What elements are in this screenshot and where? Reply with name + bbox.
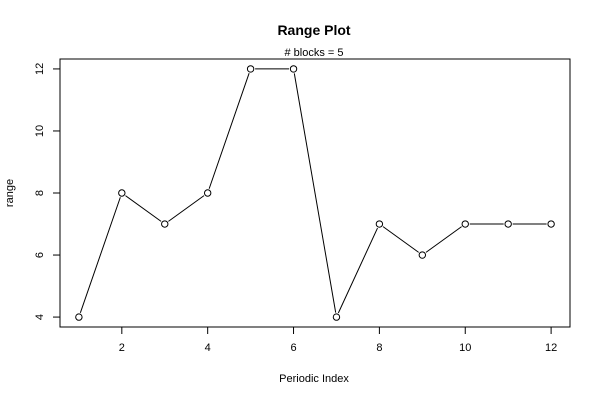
data-point xyxy=(547,220,555,228)
y-tick-label: 6 xyxy=(34,252,46,258)
x-tick-label: 10 xyxy=(459,342,471,354)
chart-title: Range Plot xyxy=(277,22,350,38)
y-axis-label: range xyxy=(4,179,16,207)
chart-subtitle: # blocks = 5 xyxy=(284,47,343,59)
y-tick-label: 12 xyxy=(34,63,46,75)
data-point xyxy=(161,220,169,228)
x-axis: 2 4 6 8 10 12 xyxy=(119,327,557,354)
data-point xyxy=(118,189,126,197)
data-point xyxy=(75,313,83,321)
data-point xyxy=(418,251,427,259)
data-point xyxy=(332,313,341,321)
series-line xyxy=(79,68,547,314)
x-tick-label: 2 xyxy=(119,342,125,354)
x-axis-label: Periodic Index xyxy=(279,373,349,385)
y-tick-label: 10 xyxy=(34,125,46,137)
y-tick-label: 8 xyxy=(34,190,46,196)
data-point xyxy=(375,220,384,228)
x-tick-label: 4 xyxy=(205,342,211,354)
data-point xyxy=(289,65,298,73)
x-tick-label: 8 xyxy=(376,342,382,354)
data-point xyxy=(246,65,255,73)
data-point xyxy=(461,220,469,228)
data-point xyxy=(203,189,212,197)
y-tick-label: 4 xyxy=(34,314,46,320)
x-tick-label: 6 xyxy=(290,342,296,354)
y-axis: 4 6 8 10 12 xyxy=(34,63,60,320)
data-points xyxy=(75,65,555,321)
x-tick-label: 12 xyxy=(545,342,557,354)
data-point xyxy=(504,220,512,228)
